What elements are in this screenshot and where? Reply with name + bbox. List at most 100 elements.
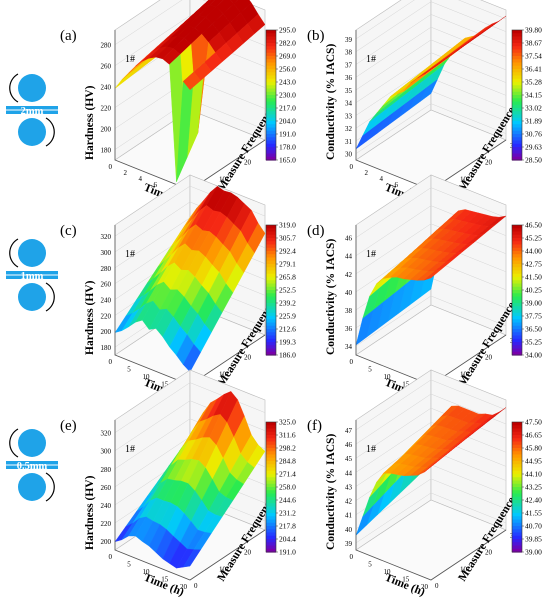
colorbar-segment — [266, 254, 276, 259]
x-tick-label: 4 — [380, 175, 384, 183]
x-tick-label: 15 — [161, 576, 169, 584]
x-tick-label: 5 — [368, 366, 372, 374]
colorbar-segment — [512, 506, 522, 511]
colorbar-segment — [512, 422, 522, 426]
colorbar-segment — [512, 277, 522, 281]
z-tick-label: 240 — [101, 297, 112, 305]
colorbar-segment — [512, 264, 522, 268]
gridline — [430, 187, 507, 218]
gridline — [355, 393, 432, 445]
colorbar-segment — [512, 526, 522, 530]
rotation-arrow-icon — [9, 73, 19, 103]
colorbar-tick-label: 269.0 — [279, 52, 296, 61]
gridline — [458, 0, 507, 20]
colorbar-segment — [266, 101, 276, 106]
colorbar-tick-label: 38.67 — [525, 39, 542, 48]
colorbar-segment — [512, 231, 522, 236]
colorbar-segment — [266, 451, 276, 456]
gridline — [355, 379, 432, 431]
colorbar-tick-label: 35.25 — [525, 338, 542, 347]
colorbar-segment — [266, 425, 276, 430]
colorbar-segment — [512, 88, 522, 93]
colorbar-segment — [266, 65, 276, 70]
colorbar-segment — [512, 493, 522, 498]
z-tick-label: 44 — [345, 469, 353, 477]
colorbar-segment — [512, 124, 522, 129]
colorbar-segment — [266, 137, 276, 142]
colorbar-segment — [512, 309, 522, 314]
colorbar-segment — [512, 153, 522, 158]
z-tick-label: 220 — [101, 520, 112, 528]
colorbar-segment — [266, 335, 276, 340]
y-tick-label: 10 — [219, 370, 227, 378]
z-tick-label: 46 — [345, 441, 353, 449]
sample-label: 1# — [366, 249, 376, 260]
colorbar-segment — [266, 127, 276, 132]
colorbar-tick-label: 36.41 — [525, 65, 542, 74]
colorbar-tick-label: 42.40 — [525, 496, 542, 505]
y-tick-label: 10 — [219, 175, 227, 183]
gridline — [430, 39, 507, 71]
z-tick-label: 45 — [345, 455, 353, 463]
colorbar-tick-label: 199.3 — [279, 338, 296, 347]
colorbar-segment — [266, 238, 276, 242]
colorbar-segment — [512, 509, 522, 514]
colorbar-segment — [512, 470, 522, 475]
colorbar-tick-label: 325.0 — [279, 418, 296, 427]
colorbar-tick-label: 217.0 — [279, 104, 296, 113]
colorbar-segment — [266, 156, 276, 161]
colorbar-tick-label: 191.0 — [279, 548, 296, 557]
colorbar-segment — [512, 513, 522, 517]
colorbar-segment — [266, 312, 276, 317]
y-tick-label: 20 — [244, 159, 252, 167]
z-tick-label: 180 — [101, 147, 112, 155]
colorbar-segment — [512, 140, 522, 145]
z-tick-label: 35 — [345, 87, 353, 95]
colorbar-segment — [266, 506, 276, 511]
colorbar-segment — [512, 62, 522, 67]
colorbar-segment — [266, 428, 276, 433]
colorbar: 46.50 45.25 44.00 42.75 41.50 40.25 39.00 37.75… — [511, 221, 542, 360]
roller-bottom-icon — [18, 118, 46, 146]
colorbar-tick-label: 30.76 — [525, 130, 542, 139]
colorbar-segment — [512, 451, 522, 456]
x-tick-label: 0 — [350, 553, 354, 561]
colorbar-segment — [266, 545, 276, 550]
colorbar-segment — [266, 548, 276, 553]
colorbar-segment — [266, 228, 276, 233]
colorbar-segment — [512, 461, 522, 465]
axis-box-edges — [114, 420, 266, 581]
colorbar-segment — [512, 121, 522, 125]
colorbar-tick-label: 29.63 — [525, 143, 542, 152]
colorbar-segment — [512, 283, 522, 288]
colorbar-segment — [266, 342, 276, 346]
colorbar-segment — [266, 82, 276, 86]
z-tick-label: 260 — [101, 63, 112, 71]
colorbar-segment — [266, 267, 276, 272]
colorbar-tick-label: 39.00 — [525, 548, 542, 557]
colorbar-segment — [266, 464, 276, 469]
colorbar-segment — [512, 345, 522, 350]
z-tick-label: 44 — [345, 253, 353, 261]
gridline — [355, 52, 432, 103]
colorbar-segment — [512, 134, 522, 138]
colorbar-segment — [266, 467, 276, 472]
colorbar-segment — [512, 75, 522, 80]
colorbar-segment — [512, 444, 522, 449]
colorbar-tick-label: 225.9 — [279, 312, 296, 321]
axis-box-edges — [355, 30, 507, 191]
x-tick-label: 0 — [109, 358, 113, 366]
colorbar-segment — [266, 316, 276, 320]
gridline — [355, 103, 432, 154]
z-tick-label: 40 — [345, 526, 353, 534]
colorbar-segment — [266, 247, 276, 252]
colorbar-segment — [512, 104, 522, 109]
colorbar-segment — [512, 477, 522, 482]
colorbar-segment — [266, 351, 276, 356]
colorbar-segment — [512, 91, 522, 96]
z-axis-title: Hardness (HV) — [84, 85, 96, 160]
colorbar-segment — [266, 487, 276, 491]
colorbar-tick-label: 295.0 — [279, 26, 296, 35]
colorbar-segment — [512, 247, 522, 252]
colorbar-segment — [512, 322, 522, 327]
